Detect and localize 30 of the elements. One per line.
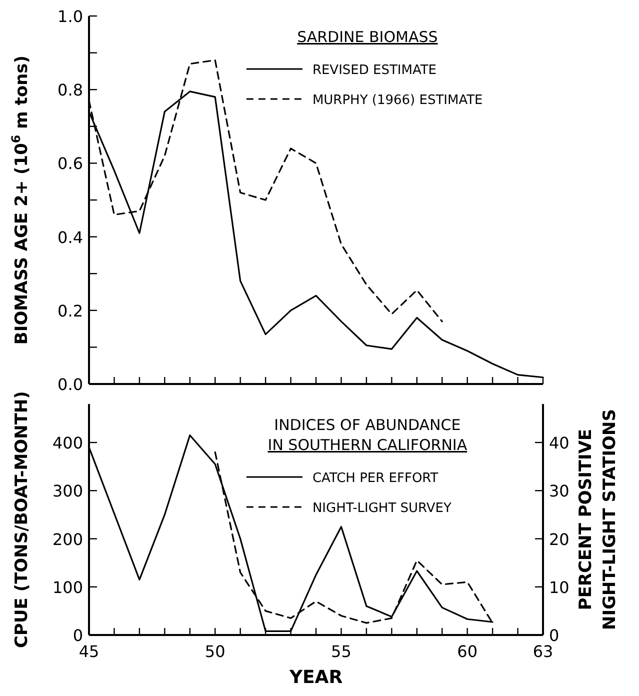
y-tick-label: 0.6 <box>58 154 83 174</box>
y-tick-label: 200 <box>52 530 83 549</box>
y-axis-title: CPUE (TONS/BOAT-MONTH) <box>12 391 32 648</box>
legend-label: CATCH PER EFFORT <box>312 471 438 486</box>
y2-tick-label: 20 <box>549 530 570 549</box>
y-tick-label: 400 <box>52 434 83 452</box>
y-tick-label: 0.2 <box>58 301 83 320</box>
legend-label: REVISED ESTIMATE <box>312 63 437 78</box>
y2-tick-label: 10 <box>549 578 570 597</box>
y-tick-label: 300 <box>52 482 83 501</box>
y-tick-label: 0.0 <box>58 375 83 394</box>
y-tick-label: 100 <box>52 578 83 597</box>
x-tick-label: 63 <box>532 642 554 661</box>
y-tick-label: 1.0 <box>58 7 83 26</box>
legend-title: INDICES OF ABUNDANCE IN SOUTHERN CALIFORNIA <box>268 416 468 454</box>
x-tick-label: 60 <box>457 642 478 661</box>
x-tick-label: 45 <box>78 642 100 661</box>
y2-tick-label: 0 <box>549 626 560 645</box>
y-tick-label: 0 <box>72 626 83 645</box>
y2-tick-label: 40 <box>549 434 570 452</box>
y-tick-label: 0.4 <box>58 228 83 247</box>
y-tick-label: 0.8 <box>58 80 83 100</box>
legend-label: MURPHY (1966) ESTIMATE <box>312 93 483 108</box>
x-tick-label: 50 <box>204 642 226 661</box>
legend-title: SARDINE BIOMASS <box>297 28 438 46</box>
y2-tick-label: 30 <box>549 482 570 501</box>
y2-axis-title: PERCENT POSITIVE NIGHT-LIGHT STATIONS <box>576 409 620 630</box>
legend-label: NIGHT-LIGHT SURVEY <box>312 501 452 516</box>
x-tick-label: 55 <box>331 642 352 661</box>
x-axis-title: YEAR <box>288 667 343 688</box>
